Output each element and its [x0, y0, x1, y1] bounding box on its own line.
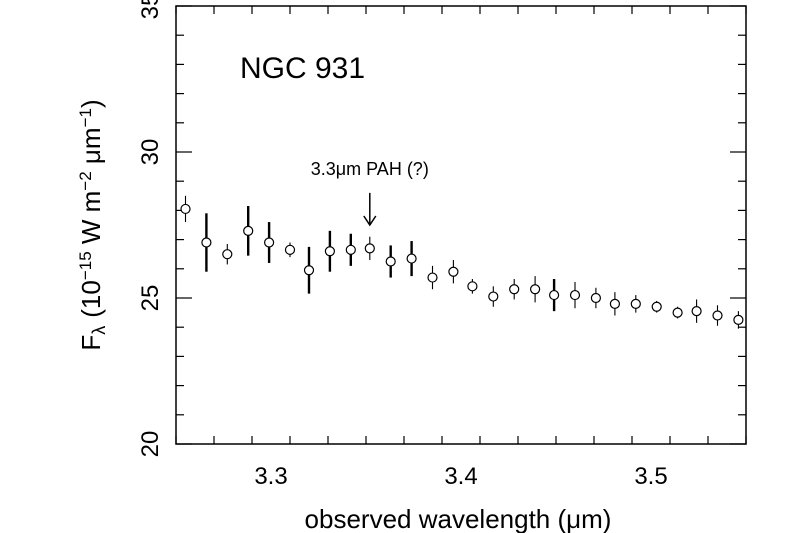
data-point	[630, 298, 641, 309]
x-axis-title: observed wavelength (μm)	[305, 504, 612, 533]
data-point	[303, 265, 315, 276]
y-axis-title-exp1: −15	[76, 251, 95, 280]
data-point	[691, 306, 702, 317]
x-tick-labels: 3.3 3.4 3.5	[254, 463, 667, 490]
data-point	[548, 289, 560, 301]
data-point	[345, 244, 356, 255]
data-point	[733, 314, 744, 325]
data-point	[672, 307, 683, 318]
y-axis-title-units-close: )	[76, 99, 106, 108]
y-axis-title-subscript: λ	[89, 326, 109, 335]
data-point	[569, 289, 581, 301]
data-point	[651, 301, 662, 312]
data-point	[264, 237, 275, 248]
plot-frame	[175, 5, 747, 445]
data-point	[488, 291, 499, 302]
pah-annotation: 3.3μm PAH (?)	[311, 159, 429, 227]
y-axis-title-units-mu: μm	[76, 127, 106, 171]
y-tick-label: 35	[137, 0, 164, 19]
y-tick-label: 25	[137, 285, 164, 312]
data-point	[364, 243, 375, 254]
x-tick-label: 3.4	[444, 463, 477, 490]
y-tick-label: 30	[137, 139, 164, 166]
pah-arrow-head	[363, 215, 377, 227]
y-axis-title: Fλ (10−15 W m−2 μm−1)	[76, 99, 109, 350]
pah-annotation-label: 3.3μm PAH (?)	[311, 159, 429, 179]
data-point	[284, 244, 296, 255]
y-axis-title-exp3: −1	[76, 108, 95, 127]
data-point	[180, 203, 191, 215]
data-point	[467, 281, 478, 292]
data-point	[324, 246, 335, 257]
data-point	[609, 298, 621, 309]
x-tick-label: 3.3	[254, 463, 287, 490]
data-point	[712, 310, 723, 321]
y-tick-labels: 20 25 30 35	[137, 0, 164, 457]
axis-ticks	[175, 5, 747, 445]
data-point	[509, 284, 520, 295]
x-tick-label: 3.5	[634, 463, 667, 490]
y-axis-title-symbol: F	[76, 335, 106, 351]
data-point	[222, 249, 233, 260]
data-point	[385, 256, 396, 267]
data-point	[427, 272, 438, 283]
y-axis-title-exp2: −2	[76, 171, 95, 190]
data-point	[201, 237, 212, 248]
data-point	[406, 253, 417, 264]
object-label: NGC 931	[240, 52, 365, 85]
y-tick-label: 20	[137, 431, 164, 458]
y-axis-title-units-mid: W m	[76, 191, 106, 252]
data-point	[448, 266, 459, 277]
data-point	[590, 292, 602, 304]
data-point	[243, 225, 254, 236]
data-points	[180, 195, 744, 329]
y-axis-title-units-open: (10	[76, 280, 106, 318]
data-point	[529, 284, 541, 295]
